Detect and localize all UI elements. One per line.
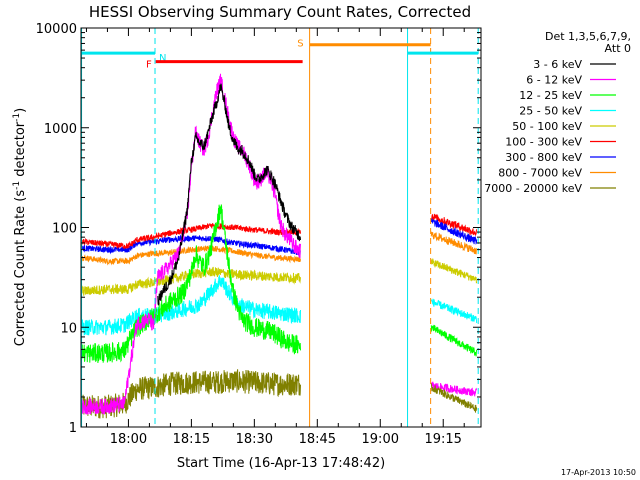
x-tick-label: 18:30 xyxy=(236,432,273,447)
series-line-after-gap xyxy=(430,231,477,255)
legend-entry-label: 6 - 12 keV xyxy=(526,74,582,87)
series-line-after-gap xyxy=(430,258,478,284)
series-line-after-gap xyxy=(430,213,478,236)
legend-entry-label: 800 - 7000 keV xyxy=(498,167,582,180)
legend-header-line-2: Att 0 xyxy=(605,42,631,55)
plot-area: NF S xyxy=(81,28,479,427)
y-axis-label-part: detector xyxy=(13,121,28,181)
y-axis-label-superscript: -1 xyxy=(12,181,22,190)
series-line xyxy=(81,222,301,250)
legend-entry-label: 3 - 6 keV xyxy=(533,58,582,71)
flag-label: N xyxy=(159,53,166,64)
x-tick-label: 18:00 xyxy=(110,432,147,447)
y-axis-label-part: ) xyxy=(13,108,28,113)
y-tick-label: 1000 xyxy=(44,122,77,137)
x-tick-label: 18:45 xyxy=(299,432,336,447)
series-line xyxy=(81,244,301,266)
series-line-after-gap xyxy=(430,380,478,397)
series-line xyxy=(81,275,301,336)
series-line-after-gap xyxy=(430,298,478,324)
y-axis: 1 10 100 1000 10000 xyxy=(36,22,481,436)
y-axis-label-superscript: -1 xyxy=(12,113,22,122)
legend-entry-label: 50 - 100 keV xyxy=(512,120,582,133)
x-axis: 18:00 18:15 18:30 18:45 19:00 19:15 xyxy=(85,28,465,447)
legend-entry-label: 7000 - 20000 keV xyxy=(484,182,582,195)
legend: Det 1,3,5,6,7,9, Att 0 3 - 6 keV 6 - 12 k… xyxy=(484,30,631,195)
legend-entry-label: 12 - 25 keV xyxy=(519,89,582,102)
y-tick-label: 100 xyxy=(52,222,77,237)
x-tick-label: 19:00 xyxy=(362,432,399,447)
y-tick-label: 1 xyxy=(69,421,77,436)
flag-label: S xyxy=(297,39,303,50)
series-line-after-gap xyxy=(430,383,478,413)
plot-series-group xyxy=(81,28,479,427)
legend-entry-label: 100 - 300 keV xyxy=(505,136,582,149)
y-axis-label: Corrected Count Rate (s-1 detector-1) xyxy=(12,108,28,346)
flag-label: F xyxy=(146,60,152,71)
x-tick-label: 18:15 xyxy=(173,432,210,447)
legend-entries: 3 - 6 keV 6 - 12 keV 12 - 25 keV 25 - 50 ke… xyxy=(484,58,616,195)
chart-title: HESSI Observing Summary Count Rates, Cor… xyxy=(89,3,471,21)
y-tick-label: 10000 xyxy=(36,22,77,37)
y-tick-label: 10 xyxy=(60,321,77,336)
series-line xyxy=(157,83,301,306)
series-line-after-gap xyxy=(430,324,478,357)
timestamp-footer: 17-Apr-2013 10:50 xyxy=(561,468,636,477)
series-line-after-gap xyxy=(430,218,478,245)
x-tick-label: 19:15 xyxy=(424,432,461,447)
series-line xyxy=(81,204,301,364)
legend-header-line-1: Det 1,3,5,6,7,9, xyxy=(545,30,631,43)
y-axis-label-part: Corrected Count Rate (s xyxy=(13,190,28,347)
series-line xyxy=(81,369,301,419)
legend-entry-label: 300 - 800 keV xyxy=(505,151,582,164)
x-axis-label: Start Time (16-Apr-13 17:48:42) xyxy=(177,456,385,471)
legend-entry-label: 25 - 50 keV xyxy=(519,105,582,118)
